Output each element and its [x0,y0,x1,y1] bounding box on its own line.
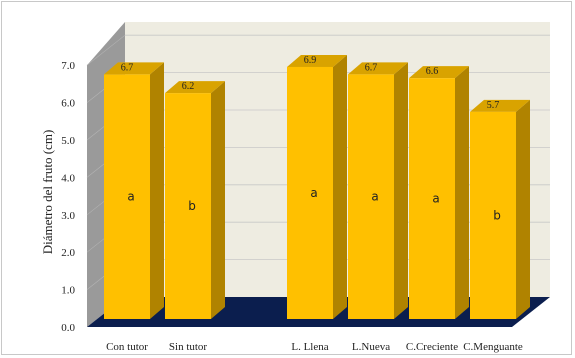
bar-value-label: 6.7 [121,62,134,73]
bar-significance-letter: a [127,190,134,204]
y-tick-label: 0.0 [61,322,75,334]
category-label: Sin tutor [169,341,208,353]
gridline [86,34,126,66]
bar-top-face [287,54,347,67]
bar-con-tutor: 6.7 a [104,62,164,320]
bar-c-creciente: 6.6 a [409,66,469,319]
bar-top-face [165,81,225,94]
bars: 6.7 a 6.2 b 6.9 a 6.7 a 6.6 a 5.7 b [104,54,530,320]
y-tick-label: 3.0 [61,210,75,222]
bar-value-label: 6.6 [426,66,439,77]
bar-side-face [150,62,164,320]
y-tick-label: 2.0 [61,247,75,259]
bar-sin-tutor: 6.2 b [165,81,225,320]
bar-l-llena: 6.9 a [287,54,347,319]
bar-front-face [470,111,516,319]
y-axis-title: Diámetro del fruto (cm) [40,130,55,255]
category-label: Con tutor [106,341,148,353]
bar-l-nueva: 6.7 a [348,62,408,320]
category-label: L.Nueva [352,341,390,353]
bar-top-face [470,99,530,112]
y-tick-label: 6.0 [61,98,75,110]
bar-top-face [348,62,408,75]
bar-side-face [333,54,347,319]
category-labels: Con tutor Sin tutor L. Llena L.Nueva C.Creci… [106,341,523,353]
category-label: L. Llena [291,341,328,353]
bar-value-label: 5.7 [487,100,500,111]
bar-front-face [287,66,333,319]
y-tick-label: 1.0 [61,285,75,297]
category-label: C.Creciente [406,341,458,353]
bar-side-face [211,81,225,320]
bar-significance-letter: b [493,208,501,222]
bar-significance-letter: a [310,186,317,200]
y-tick-label: 5.0 [61,135,75,147]
bar-front-face [104,74,150,319]
bar-front-face [409,78,455,319]
y-tick-label: 4.0 [61,172,75,184]
bar-front-face [165,93,211,320]
y-axis-ticks: 0.0 1.0 2.0 3.0 4.0 5.0 6.0 7.0 [61,60,75,334]
bar-c-menguante: 5.7 b [470,99,530,319]
bar-significance-letter: b [188,199,196,213]
bar-side-face [394,62,408,320]
category-label: C.Menguante [463,341,523,353]
bar-top-face [104,62,164,75]
bar-value-label: 6.2 [182,81,195,92]
bar-value-label: 6.7 [365,62,378,73]
bar-side-face [516,99,530,319]
y-tick-label: 7.0 [61,60,75,72]
bar-front-face [348,74,394,319]
bar-top-face [409,66,469,79]
bar-significance-letter: a [432,192,439,206]
bar-side-face [455,66,469,319]
bar-value-label: 6.9 [304,55,317,66]
bar-significance-letter: a [371,190,378,204]
